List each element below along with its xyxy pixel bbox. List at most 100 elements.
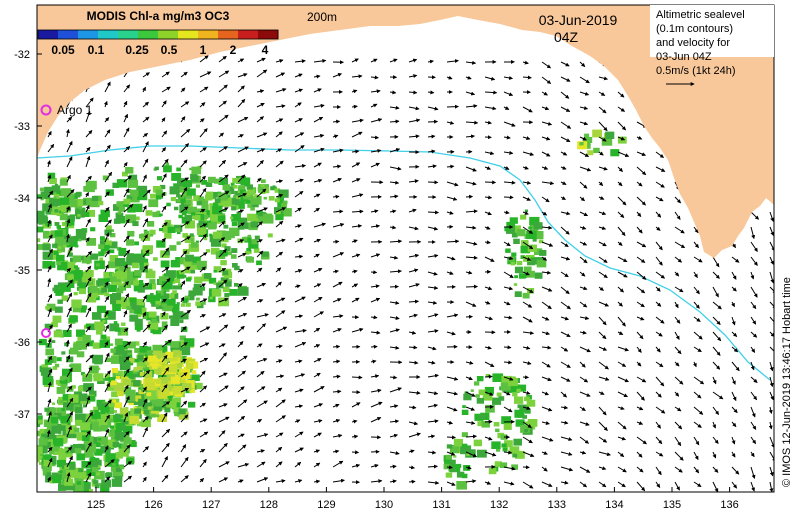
- velocity-arrow: [104, 250, 110, 258]
- chl-pixel: [114, 338, 123, 345]
- velocity-arrow: [161, 222, 168, 228]
- velocity-arrow: [294, 73, 303, 78]
- chl-pixel: [132, 221, 139, 227]
- velocity-arrow: [617, 241, 623, 246]
- chl-pixel: [52, 478, 58, 483]
- velocity-arrow: [408, 330, 417, 335]
- chl-pixel: [175, 228, 180, 232]
- velocity-arrow: [47, 307, 52, 318]
- chl-pixel: [186, 188, 196, 196]
- chl-pixel: [176, 302, 180, 305]
- velocity-arrow: [142, 294, 147, 303]
- chl-pixel: [170, 318, 180, 326]
- chl-pixel: [58, 448, 63, 452]
- chl-pixel: [97, 288, 104, 294]
- chl-pixel: [253, 248, 260, 253]
- velocity-arrow: [256, 116, 265, 123]
- chl-pixel: [64, 465, 70, 470]
- velocity-arrow: [636, 376, 647, 383]
- velocity-arrow: [655, 346, 661, 353]
- chl-pixel: [134, 307, 142, 314]
- chl-pixel: [59, 379, 68, 386]
- velocity-arrow: [598, 181, 604, 186]
- chl-pixel: [131, 262, 139, 269]
- velocity-arrow: [522, 481, 534, 489]
- velocity-arrow: [351, 434, 359, 439]
- velocity-arrow: [123, 249, 131, 258]
- velocity-arrow: [142, 476, 147, 483]
- chl-pixel: [579, 142, 584, 146]
- velocity-arrow: [674, 391, 680, 397]
- velocity-arrow: [351, 118, 364, 123]
- velocity-arrow: [313, 403, 324, 408]
- velocity-arrow: [123, 475, 133, 483]
- velocity-arrow: [636, 151, 647, 157]
- chl-pixel: [231, 214, 241, 222]
- chl-pixel: [191, 242, 198, 248]
- chl-pixel: [232, 184, 238, 189]
- chl-pixel: [109, 273, 121, 282]
- chl-pixel: [174, 411, 180, 417]
- velocity-arrow: [237, 162, 248, 168]
- velocity-arrow: [446, 313, 459, 318]
- velocity-arrow: [332, 359, 341, 364]
- chl-pixel: [268, 196, 275, 201]
- chl-pixel: [178, 197, 186, 204]
- chl-pixel: [86, 209, 95, 217]
- colorbar-tick-label: 0.5: [161, 43, 178, 57]
- velocity-arrow: [123, 235, 130, 243]
- velocity-arrow: [731, 256, 740, 263]
- chl-pixel: [514, 291, 522, 297]
- velocity-arrow: [294, 404, 304, 409]
- chl-pixel: [61, 469, 71, 477]
- chl-pixel: [119, 465, 125, 470]
- velocity-arrow: [389, 119, 400, 124]
- chl-pixel: [83, 481, 89, 485]
- chl-pixel: [117, 341, 128, 350]
- chl-pixel: [73, 343, 82, 351]
- velocity-arrow: [332, 419, 341, 423]
- chl-pixel: [75, 215, 81, 220]
- velocity-arrow: [256, 221, 263, 228]
- chl-pixel: [227, 251, 232, 256]
- chl-pixel: [116, 390, 124, 397]
- chl-pixel: [120, 415, 124, 418]
- velocity-arrow: [161, 191, 166, 198]
- velocity-arrow: [617, 376, 630, 383]
- chl-pixel: [70, 363, 82, 372]
- velocity-arrow: [275, 461, 283, 468]
- chl-pixel: [163, 165, 172, 173]
- velocity-arrow: [655, 256, 663, 266]
- chl-pixel: [126, 239, 135, 246]
- velocity-arrow: [731, 421, 737, 428]
- chl-pixel: [172, 308, 178, 313]
- velocity-arrow: [332, 460, 344, 468]
- chl-pixel: [116, 201, 124, 207]
- chl-pixel: [109, 249, 115, 254]
- velocity-arrow: [636, 196, 646, 206]
- velocity-arrow: [199, 128, 208, 138]
- velocity-arrow: [275, 118, 284, 123]
- velocity-arrow: [161, 278, 171, 288]
- velocity-arrow: [142, 357, 148, 363]
- velocity-arrow: [275, 87, 287, 93]
- velocity-arrow: [142, 116, 150, 123]
- chl-pixel: [192, 287, 203, 296]
- velocity-arrow: [294, 314, 304, 319]
- chl-pixel: [79, 307, 87, 313]
- velocity-arrow: [750, 226, 756, 240]
- chl-pixel: [126, 394, 136, 402]
- velocity-arrow: [560, 451, 573, 456]
- chl-pixel: [42, 203, 53, 212]
- velocity-arrow: [313, 207, 320, 213]
- chl-pixel: [194, 276, 203, 284]
- velocity-arrow: [332, 478, 345, 483]
- velocity-arrow: [123, 113, 128, 123]
- velocity-arrow: [256, 57, 266, 63]
- chl-pixel: [174, 381, 185, 390]
- velocity-arrow: [427, 226, 439, 231]
- velocity-arrow: [66, 205, 70, 213]
- velocity-arrow: [142, 264, 148, 273]
- chl-pixel: [170, 341, 179, 348]
- velocity-arrow: [674, 346, 682, 355]
